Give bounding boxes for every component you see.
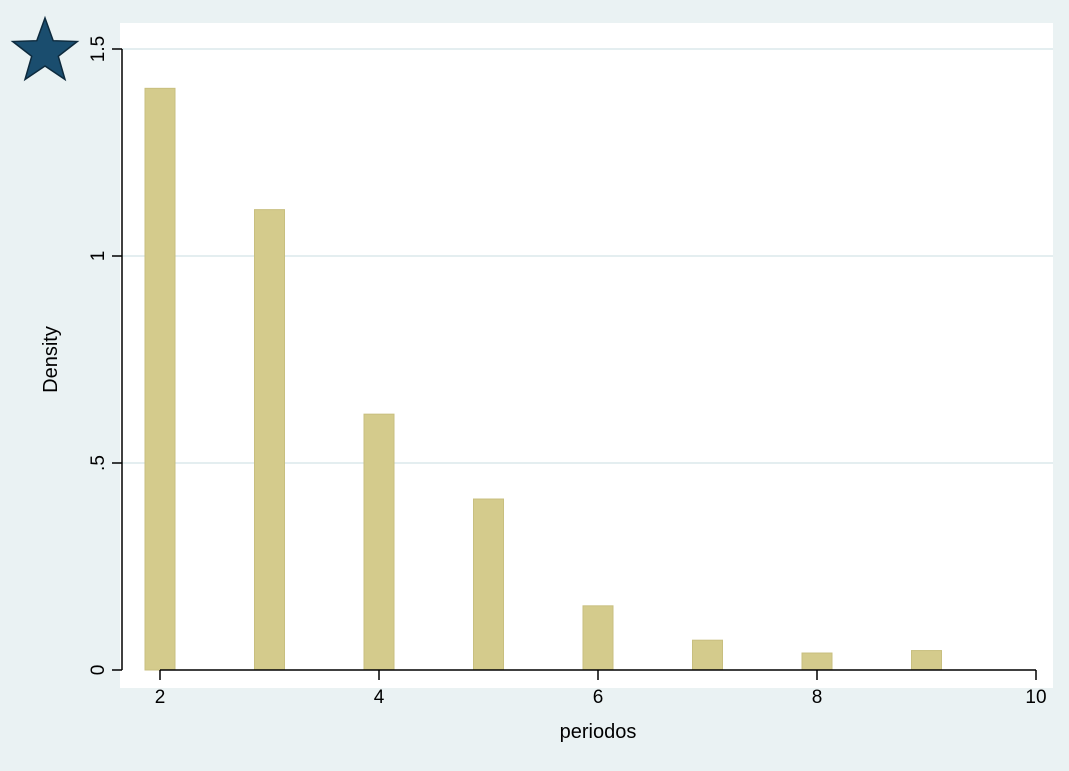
x-axis-title: periodos [560,721,637,743]
bar [144,87,176,671]
x-tick-label: 4 [374,687,385,708]
x-tick-label: 2 [155,687,166,708]
x-tick-label: 6 [593,687,604,708]
star-icon [10,15,80,82]
tick-marks [112,48,1037,680]
tick-labels: 2 4 6 8 10 0 .5 1 1.5 [88,36,1047,708]
y-tick-label: 1 [88,251,109,262]
bar [911,650,942,671]
bar [582,605,614,671]
x-tick-label: 8 [812,687,823,708]
y-tick-label: 1.5 [88,36,109,62]
bars [144,87,942,671]
bar [692,639,723,671]
y-tick-label: .5 [88,455,109,471]
y-tick-label: 0 [88,665,109,676]
y-axis-title: Density [40,326,62,393]
bar [801,652,833,671]
x-tick-label: 10 [1025,687,1046,708]
bar [473,498,504,671]
bar [254,209,285,671]
bar [363,413,395,671]
